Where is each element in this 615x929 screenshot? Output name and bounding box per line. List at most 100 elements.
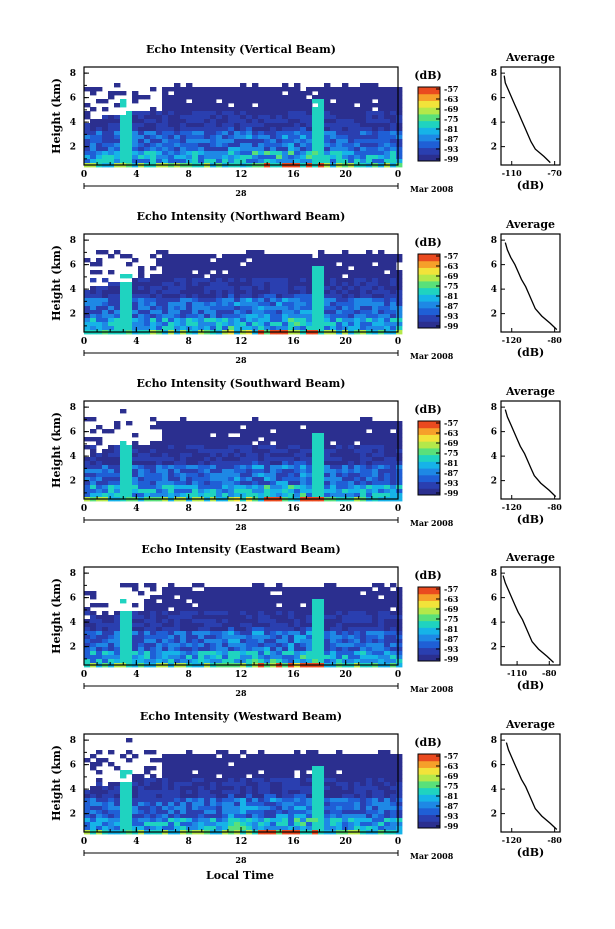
- colorbar-swatch: [418, 640, 440, 649]
- colorbar-tick-label: -87: [444, 134, 458, 144]
- day-label: 28: [235, 355, 247, 365]
- y-tick-label: 2: [70, 143, 76, 153]
- average-y-tick-label: 2: [491, 810, 497, 820]
- colorbar-swatch: [418, 647, 440, 655]
- x-tick-label: 0: [81, 337, 87, 347]
- x-tick-label: 4: [133, 337, 139, 347]
- colorbar-tick-label: -69: [444, 438, 459, 448]
- average-x-tick-label: -70: [547, 168, 562, 178]
- y-tick-label: 2: [70, 310, 76, 320]
- colorbar-swatch: [418, 613, 440, 622]
- y-tick-label: 4: [70, 285, 76, 295]
- panel-2: Echo Intensity (Southward Beam) 2 4 6 8 Heigh…: [50, 377, 562, 532]
- y-axis-label: Height (km): [50, 745, 63, 821]
- x-tick-label: 8: [186, 504, 192, 514]
- average-y-tick-label: 2: [491, 143, 497, 153]
- average-x-label: (dB): [517, 513, 544, 526]
- colorbar-swatch: [418, 120, 440, 128]
- x-tick-label: 20: [339, 837, 352, 847]
- average-y-tick-label: 8: [491, 69, 497, 79]
- y-tick-label: 8: [70, 236, 76, 246]
- x-tick-label: 20: [339, 170, 352, 180]
- x-tick-label: 8: [186, 170, 192, 180]
- x-tick-label: 0: [395, 837, 401, 847]
- colorbar-swatch: [418, 434, 440, 442]
- x-tick-label: 20: [339, 670, 352, 680]
- y-tick-label: 8: [70, 69, 76, 79]
- colorbar-swatch: [418, 760, 440, 768]
- colorbar-unit: (dB): [414, 569, 441, 582]
- average-frame: [500, 400, 561, 500]
- y-axis-label: Height (km): [50, 245, 63, 321]
- colorbar-tick-label: -99: [444, 821, 459, 831]
- average-y-tick-label: 4: [491, 285, 497, 295]
- x-tick-label: 12: [235, 504, 248, 514]
- colorbar-frame: [417, 86, 441, 162]
- x-tick-label: 8: [186, 837, 192, 847]
- colorbar-swatch: [418, 447, 440, 456]
- colorbar-frame: [417, 753, 441, 829]
- panel-0: Echo Intensity (Vertical Beam) 2 4 6 8 Height…: [50, 43, 562, 198]
- colorbar-swatch: [418, 421, 440, 429]
- colorbar-tick-label: -75: [444, 114, 458, 124]
- heatmap-cells: [84, 250, 403, 335]
- colorbar: -57-63-69-75-81-87-93-99: [417, 418, 459, 498]
- x-tick-label: 16: [287, 837, 300, 847]
- colorbar-swatch: [418, 260, 440, 268]
- average-y-tick-label: 8: [491, 403, 497, 413]
- colorbar-tick-label: -87: [444, 801, 458, 811]
- colorbar-swatch: [418, 307, 440, 316]
- average-title: Average: [505, 718, 555, 731]
- average-y-tick-label: 4: [491, 785, 497, 795]
- colorbar-swatch: [418, 294, 440, 302]
- average-profile-line: [502, 575, 555, 663]
- heatmap-cells: [84, 583, 403, 668]
- panel-title: Echo Intensity (Westward Beam): [140, 710, 342, 723]
- colorbar: -57-63-69-75-81-87-93-99: [417, 84, 459, 164]
- colorbar-frame: [417, 253, 441, 329]
- average-x-tick-label: -80: [547, 335, 562, 345]
- average-frame: [500, 566, 561, 666]
- heatmap-cells: [84, 738, 403, 835]
- colorbar-swatch: [418, 654, 440, 662]
- colorbar-swatch: [418, 780, 440, 789]
- colorbar-tick-label: -57: [444, 251, 458, 261]
- x-axis-label: Local Time: [206, 869, 274, 882]
- x-tick-label: 4: [133, 504, 139, 514]
- day-label: 28: [235, 522, 247, 532]
- average-panel: Average 2 4 6 8 -120 -80(dB): [491, 218, 563, 359]
- y-tick-label: 2: [70, 810, 76, 820]
- date-label: Mar 2008: [410, 184, 454, 194]
- panel-1: Echo Intensity (Northward Beam) 2 4 6 8 Heigh…: [50, 210, 562, 365]
- colorbar-swatch: [418, 468, 440, 476]
- colorbar-tick-label: -81: [444, 291, 458, 301]
- x-tick-label: 12: [235, 837, 248, 847]
- colorbar-swatch: [418, 593, 440, 601]
- colorbar-tick-label: -87: [444, 468, 458, 478]
- panel-title: Echo Intensity (Northward Beam): [137, 210, 346, 223]
- x-tick-label: 0: [395, 337, 401, 347]
- average-title: Average: [505, 551, 555, 564]
- colorbar-swatch: [418, 754, 440, 762]
- average-x-tick-label: -110: [502, 168, 522, 178]
- heatmap-cells: [84, 409, 403, 502]
- colorbar-tick-label: -93: [444, 644, 459, 654]
- colorbar-swatch: [418, 821, 440, 829]
- date-label: Mar 2008: [410, 351, 454, 361]
- y-tick-label: 4: [70, 785, 76, 795]
- panel-4: Echo Intensity (Westward Beam) 2 4 6 8 Height…: [50, 710, 562, 865]
- average-title: Average: [505, 385, 555, 398]
- colorbar: -57-63-69-75-81-87-93-99: [417, 251, 459, 331]
- average-title: Average: [505, 218, 555, 231]
- average-panel: Average 2 4 6 8 -110 -70(dB): [491, 51, 563, 192]
- colorbar-swatch: [418, 627, 440, 635]
- colorbar: -57-63-69-75-81-87-93-99: [417, 751, 459, 831]
- average-frame: [500, 233, 561, 333]
- colorbar-tick-label: -99: [444, 321, 459, 331]
- colorbar-swatch: [418, 301, 440, 309]
- colorbar-swatch: [418, 474, 440, 483]
- colorbar-tick-label: -99: [444, 654, 459, 664]
- average-y-tick-label: 2: [491, 477, 497, 487]
- colorbar-tick-label: -69: [444, 771, 459, 781]
- average-x-label: (dB): [517, 679, 544, 692]
